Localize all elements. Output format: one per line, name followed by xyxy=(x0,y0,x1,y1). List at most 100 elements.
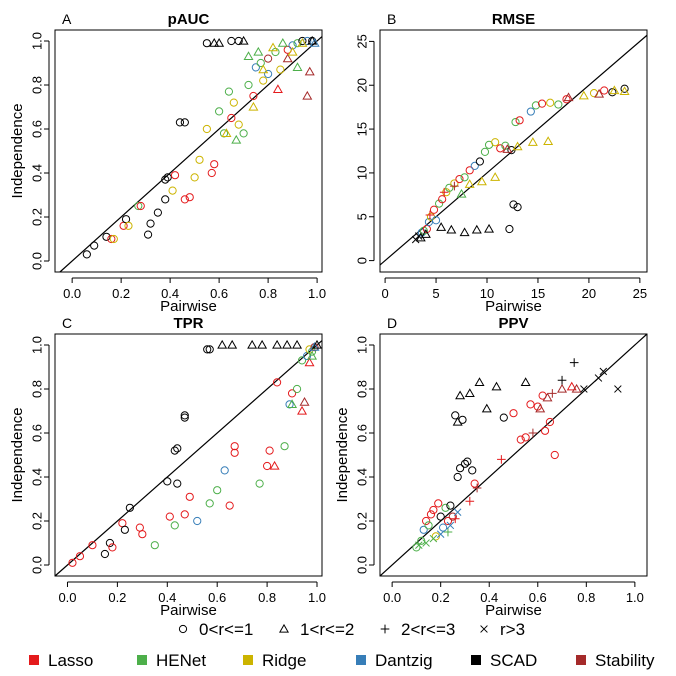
data-point xyxy=(312,339,323,349)
legend-shape-label: r>3 xyxy=(500,620,525,639)
x-tick-label: 5 xyxy=(432,286,439,301)
y-tick-label: 0.0 xyxy=(29,556,44,574)
data-point xyxy=(463,457,472,466)
data-point xyxy=(272,378,282,387)
x-tick-label: 0.2 xyxy=(108,590,126,605)
x-tick-label: 0 xyxy=(381,286,388,301)
data-point xyxy=(412,543,421,552)
identity-line xyxy=(54,340,323,577)
data-point xyxy=(163,173,172,182)
legend-plus-icon xyxy=(380,624,390,634)
data-point xyxy=(120,525,129,534)
data-point xyxy=(109,234,118,244)
data-point xyxy=(282,53,293,63)
data-point xyxy=(269,460,280,470)
legend-method-label: HENet xyxy=(156,651,206,670)
data-point xyxy=(429,505,438,515)
data-point xyxy=(455,390,466,400)
data-point xyxy=(436,512,445,521)
data-point xyxy=(276,65,285,74)
data-point xyxy=(431,216,441,225)
data-point xyxy=(459,227,470,237)
data-point xyxy=(439,523,448,532)
panel-title: RMSE xyxy=(492,11,535,28)
data-point xyxy=(531,101,541,110)
data-point xyxy=(163,477,172,486)
data-point xyxy=(180,118,189,127)
data-point xyxy=(450,514,460,524)
x-tick-label: 15 xyxy=(531,286,545,301)
data-point xyxy=(526,107,535,116)
data-point xyxy=(456,464,465,473)
data-point xyxy=(288,41,297,50)
y-axis-label: Independence xyxy=(9,407,26,502)
y-tick-label: 1.0 xyxy=(354,336,369,354)
data-point xyxy=(210,160,219,169)
data-point xyxy=(180,413,189,422)
identity-line xyxy=(59,36,323,273)
data-point xyxy=(448,512,457,521)
data-point xyxy=(153,208,162,217)
x-tick-label: 10 xyxy=(480,286,494,301)
panel-b: 0 5 10 15 20 25 0 5 10 15 20 25 RMSE B Pairwise xyxy=(354,11,648,315)
data-point xyxy=(185,193,194,202)
data-point xyxy=(195,155,204,164)
data-point xyxy=(75,552,85,561)
x-axis-label: Pairwise xyxy=(485,602,542,619)
x-axis-label: Pairwise xyxy=(485,298,542,315)
data-point xyxy=(253,46,264,56)
y-tick-label: 15 xyxy=(354,122,369,136)
data-point xyxy=(546,98,555,107)
data-point xyxy=(491,138,500,147)
data-point xyxy=(436,222,447,231)
data-point xyxy=(419,525,428,534)
data-point xyxy=(527,137,538,146)
plot-frame xyxy=(379,29,648,273)
data-point xyxy=(515,116,524,125)
point-group xyxy=(82,35,320,259)
data-point xyxy=(475,157,484,166)
data-point xyxy=(516,435,525,444)
data-point xyxy=(481,403,492,413)
data-point xyxy=(209,38,220,47)
y-tick-label: 1.0 xyxy=(29,336,44,354)
y-tick-label: 0.2 xyxy=(29,208,44,226)
data-point xyxy=(608,88,617,97)
data-point xyxy=(268,42,279,52)
data-point xyxy=(271,47,280,57)
y-tick-label: 5 xyxy=(354,213,369,220)
data-point xyxy=(502,144,513,153)
data-point xyxy=(580,385,588,393)
x-tick-label: 0.0 xyxy=(63,286,81,301)
legend-swatch xyxy=(137,655,147,665)
data-point xyxy=(609,85,620,95)
x-tick-label: 0.8 xyxy=(577,590,595,605)
y-tick-label: 0.2 xyxy=(354,512,369,530)
x-tick-label: 0.4 xyxy=(480,590,498,605)
data-point xyxy=(193,516,202,526)
point-group xyxy=(68,339,323,567)
data-point xyxy=(472,483,482,493)
y-tick-label: 1.0 xyxy=(29,32,44,50)
panel-a: 0.0 0.2 0.4 0.6 0.8 1.0 0.0 0.2 0.4 0.6 0.8 1.0 pAUC… xyxy=(9,11,326,315)
data-point xyxy=(302,90,313,100)
data-point xyxy=(248,101,259,111)
data-point xyxy=(484,223,495,233)
data-point xyxy=(230,448,239,457)
data-point xyxy=(468,466,477,475)
data-point xyxy=(499,413,508,422)
data-point xyxy=(509,200,518,209)
data-point xyxy=(443,527,453,537)
data-point xyxy=(614,385,622,393)
data-point xyxy=(238,35,249,45)
data-point xyxy=(170,521,179,530)
legend-triangle-icon xyxy=(278,623,290,633)
data-point xyxy=(557,375,567,385)
y-tick-label: 0.2 xyxy=(29,512,44,530)
data-point xyxy=(205,345,214,354)
x-axis-label: Pairwise xyxy=(160,298,217,315)
data-point xyxy=(304,357,315,367)
data-point xyxy=(143,230,153,239)
data-point xyxy=(417,536,426,545)
